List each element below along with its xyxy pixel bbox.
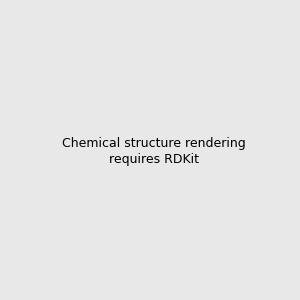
Text: Chemical structure rendering
requires RDKit: Chemical structure rendering requires RD…	[62, 137, 246, 166]
